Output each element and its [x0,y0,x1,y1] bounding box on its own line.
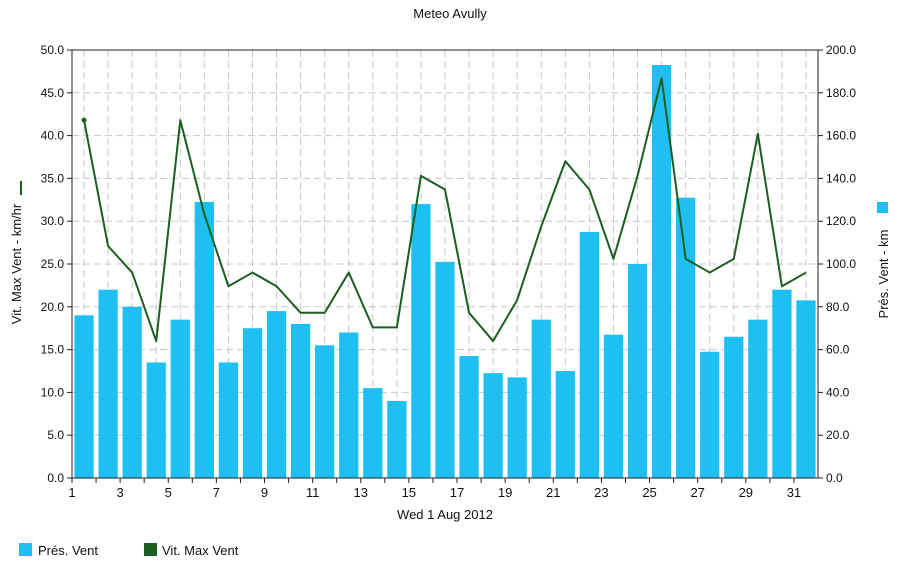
bar-day-25 [651,64,672,478]
bar-day-22 [579,231,600,478]
bar-day-17 [459,356,479,478]
x-tick-label: 3 [117,485,124,500]
x-tick-label: 31 [787,485,801,500]
left-axis-ticks: 0.0 5.0 10.0 15.0 20.0 25.0 30.0 35.0 40.0 45.0 50… [41,43,72,485]
right-axis-legend-swatch [877,202,888,213]
right-tick-label: 60.0 [826,343,850,357]
bar-day-29 [748,319,768,478]
x-tick-label: 5 [165,485,172,500]
legend-label-line: Vit. Max Vent [162,543,239,558]
right-tick-label: 180.0 [826,86,856,100]
bar-day-12 [339,332,359,478]
left-axis-label: Vit. Max Vent - km/hr [9,203,24,324]
x-tick-label: 21 [546,485,560,500]
x-tick-label: 27 [690,485,704,500]
left-tick-label: 25.0 [41,257,65,271]
legend-swatch-line [144,543,157,556]
legend: Prés. Vent Vit. Max Vent [19,543,239,558]
bar-day-8 [242,328,263,478]
bar-day-30 [772,289,792,478]
right-axis-label: Prés. Vent - km [876,230,891,319]
x-tick-label: 19 [498,485,512,500]
bar-day-10 [290,323,311,478]
left-tick-label: 15.0 [41,343,65,357]
x-tick-label: 23 [594,485,608,500]
right-tick-label: 100.0 [826,257,856,271]
bar-day-31 [796,300,816,478]
x-tick-label: 1 [68,485,75,500]
x-tick-label: 9 [261,485,268,500]
right-tick-label: 160.0 [826,129,856,143]
bar-day-1 [74,315,94,478]
bars-series [74,64,816,478]
right-tick-label: 0.0 [826,471,843,485]
left-tick-label: 45.0 [41,86,65,100]
right-tick-label: 200.0 [826,43,856,57]
bar-day-19 [507,377,527,478]
chart-title: Meteo Avully [413,6,487,21]
bar-day-6 [194,201,214,478]
line-point-day-1 [81,117,87,123]
right-tick-label: 40.0 [826,385,850,399]
bar-day-20 [531,319,551,478]
bar-day-11 [315,345,335,478]
left-tick-label: 50.0 [41,43,65,57]
left-tick-label: 40.0 [41,129,65,143]
bar-day-15 [411,204,431,478]
right-tick-label: 80.0 [826,300,850,314]
line-series [81,77,807,343]
right-tick-label: 140.0 [826,171,856,185]
left-tick-label: 0.0 [47,471,64,485]
bar-day-14 [387,400,407,478]
right-tick-label: 120.0 [826,214,856,228]
x-tick-label: 11 [306,485,320,500]
x-axis-ticks: 1 3 5 7 9 11 13 15 17 19 21 23 25 27 29 31 [68,478,801,500]
x-tick-label: 29 [739,485,753,500]
x-tick-label: 7 [213,485,220,500]
bar-day-5 [170,319,190,478]
left-tick-label: 20.0 [41,300,65,314]
left-tick-label: 5.0 [47,428,64,442]
left-tick-label: 10.0 [41,385,65,399]
bar-day-27 [700,351,720,478]
x-tick-label: 15 [402,485,416,500]
right-tick-label: 20.0 [826,428,850,442]
left-tick-label: 30.0 [41,214,65,228]
right-axis-ticks: 0.0 20.0 40.0 60.0 80.0 100.0 120.0 140.0 160.0 1… [818,43,856,485]
bar-day-4 [146,362,166,478]
legend-label-bars: Prés. Vent [38,543,98,558]
bar-day-13 [363,388,383,478]
left-tick-label: 35.0 [41,171,65,185]
bar-day-21 [555,371,575,478]
bar-day-16 [435,261,455,478]
bar-day-24 [627,264,648,478]
bar-day-26 [676,197,696,478]
bar-day-3 [122,306,142,478]
x-axis-label: Wed 1 Aug 2012 [397,507,493,522]
bar-day-7 [218,362,239,478]
bar-day-9 [266,311,287,478]
x-tick-label: 25 [642,485,656,500]
x-tick-label: 13 [354,485,368,500]
bar-day-28 [724,336,744,478]
x-tick-label: 17 [450,485,464,500]
bar-day-2 [98,289,118,478]
bar-day-18 [483,373,503,478]
bar-day-23 [603,334,624,478]
legend-swatch-bars [19,543,32,556]
